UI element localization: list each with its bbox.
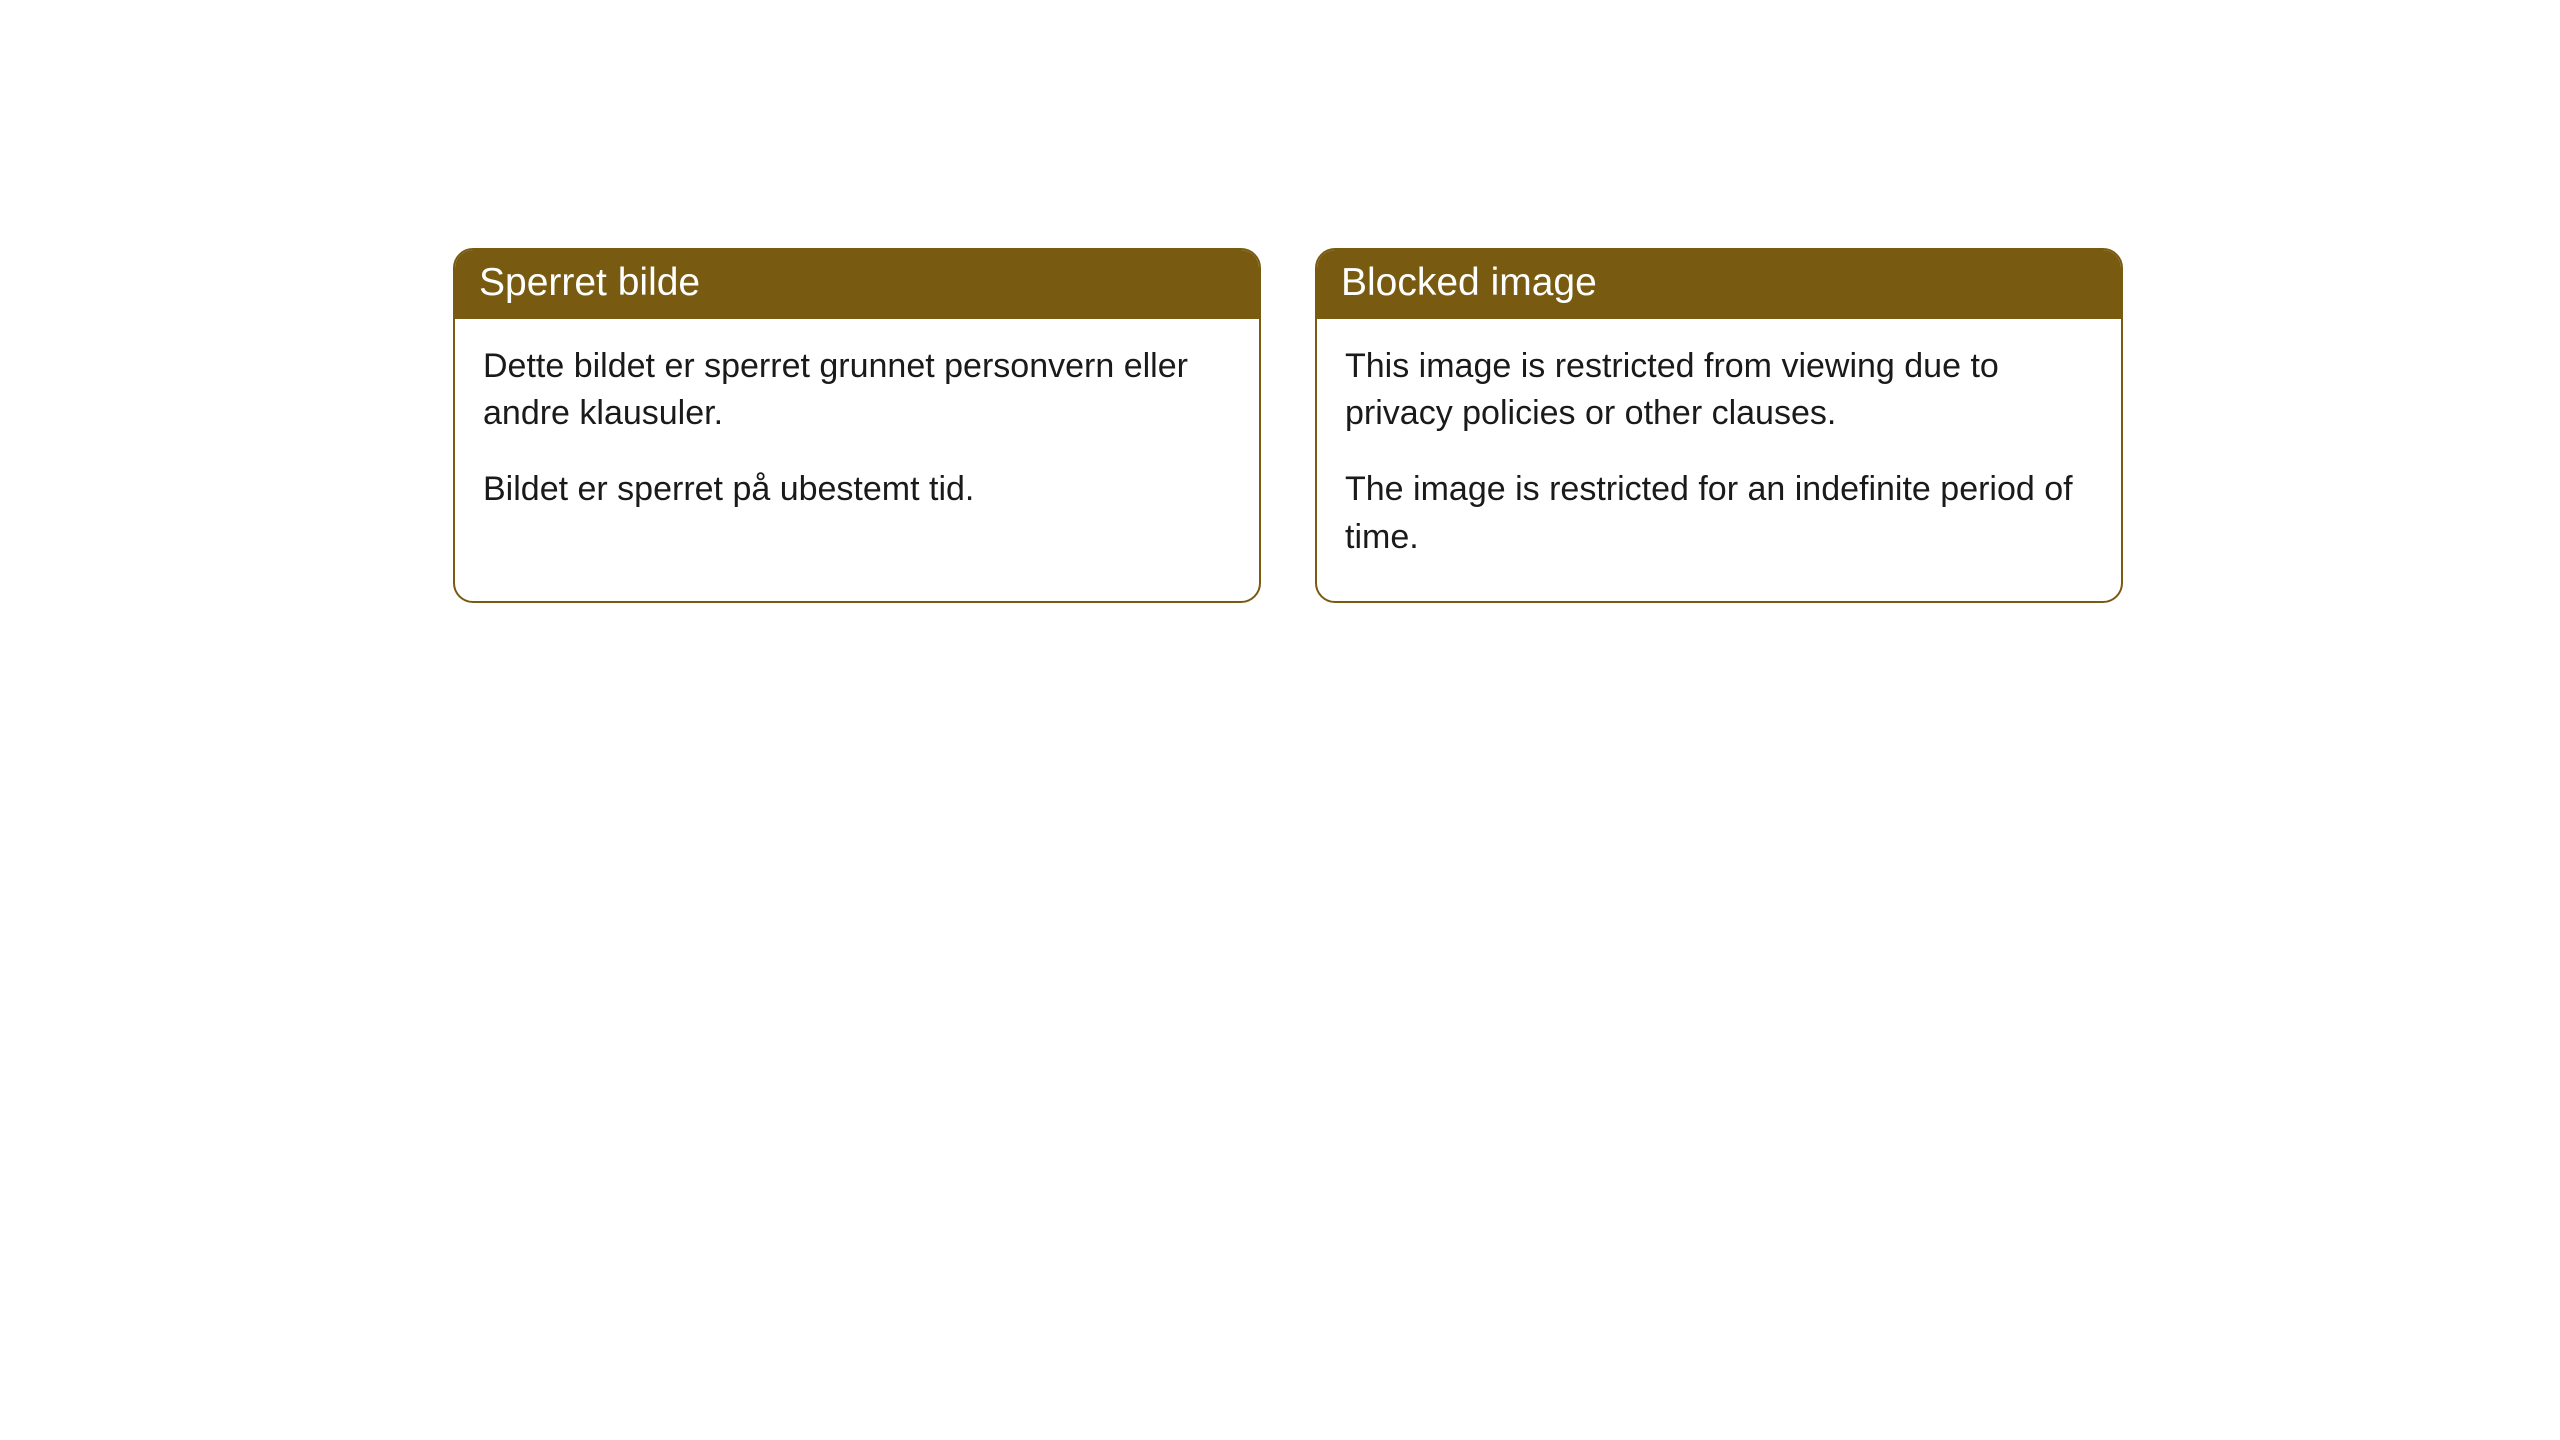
card-header: Blocked image	[1317, 250, 2121, 319]
card-paragraph: This image is restricted from viewing du…	[1345, 343, 2093, 438]
card-paragraph: The image is restricted for an indefinit…	[1345, 466, 2093, 561]
notice-container: Sperret bilde Dette bildet er sperret gr…	[0, 0, 2560, 603]
card-paragraph: Dette bildet er sperret grunnet personve…	[483, 343, 1231, 438]
card-body: This image is restricted from viewing du…	[1317, 319, 2121, 601]
card-header: Sperret bilde	[455, 250, 1259, 319]
card-paragraph: Bildet er sperret på ubestemt tid.	[483, 466, 1231, 514]
notice-card-english: Blocked image This image is restricted f…	[1315, 248, 2123, 603]
notice-card-norwegian: Sperret bilde Dette bildet er sperret gr…	[453, 248, 1261, 603]
card-title: Blocked image	[1341, 261, 1597, 304]
card-body: Dette bildet er sperret grunnet personve…	[455, 319, 1259, 554]
card-title: Sperret bilde	[479, 261, 700, 304]
